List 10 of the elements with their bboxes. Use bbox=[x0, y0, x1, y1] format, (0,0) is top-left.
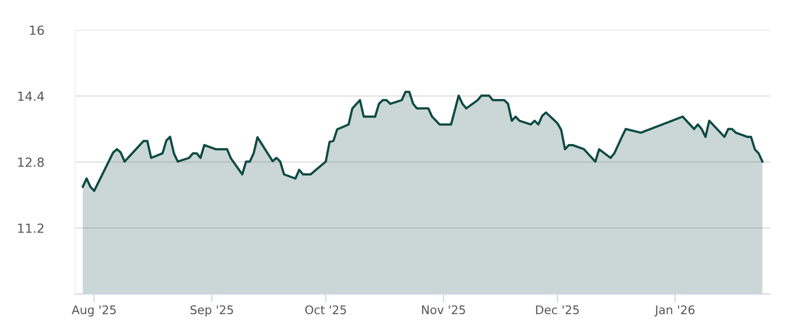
x-tick-label: Sep '25 bbox=[190, 305, 233, 317]
x-tick-label: Nov '25 bbox=[422, 305, 465, 314]
y-tick-label: 11.2 bbox=[18, 223, 44, 233]
y-tick-label: 12.8 bbox=[18, 157, 44, 167]
x-tick-label: Aug '25 bbox=[72, 305, 116, 317]
x-tick-label: Jan '26 bbox=[654, 305, 694, 316]
x-tick-label: Oct '25 bbox=[305, 305, 346, 314]
x-tick-label: Dec '25 bbox=[536, 305, 579, 314]
y-tick-label: 14.4 bbox=[18, 92, 44, 101]
y-tick-label: 16 bbox=[30, 25, 44, 35]
